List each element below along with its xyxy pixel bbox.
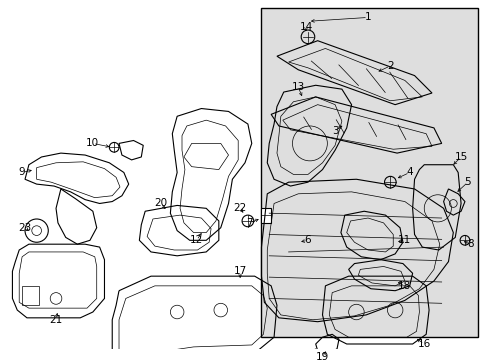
Text: 8: 8 (467, 239, 473, 249)
Text: 11: 11 (397, 235, 411, 245)
Text: 16: 16 (417, 339, 430, 349)
Text: 17: 17 (233, 266, 246, 276)
Text: 4: 4 (406, 167, 412, 177)
Text: 6: 6 (304, 235, 311, 245)
Text: 19: 19 (315, 352, 328, 360)
Text: 21: 21 (49, 315, 62, 325)
Text: 13: 13 (291, 82, 305, 92)
Text: 10: 10 (86, 138, 99, 148)
Polygon shape (261, 208, 270, 223)
Text: 9: 9 (19, 167, 25, 177)
Text: 2: 2 (386, 61, 393, 71)
Text: 1: 1 (364, 13, 370, 22)
Bar (261, 8, 477, 337)
Text: 14: 14 (299, 22, 312, 32)
Text: 5: 5 (464, 177, 470, 187)
Text: 7: 7 (246, 218, 253, 228)
Text: 23: 23 (19, 223, 32, 233)
Text: 12: 12 (189, 235, 203, 245)
Text: 22: 22 (233, 203, 246, 213)
Text: 3: 3 (331, 126, 338, 136)
Text: 18: 18 (397, 281, 411, 291)
Text: 15: 15 (453, 152, 467, 162)
Text: 20: 20 (154, 198, 167, 208)
